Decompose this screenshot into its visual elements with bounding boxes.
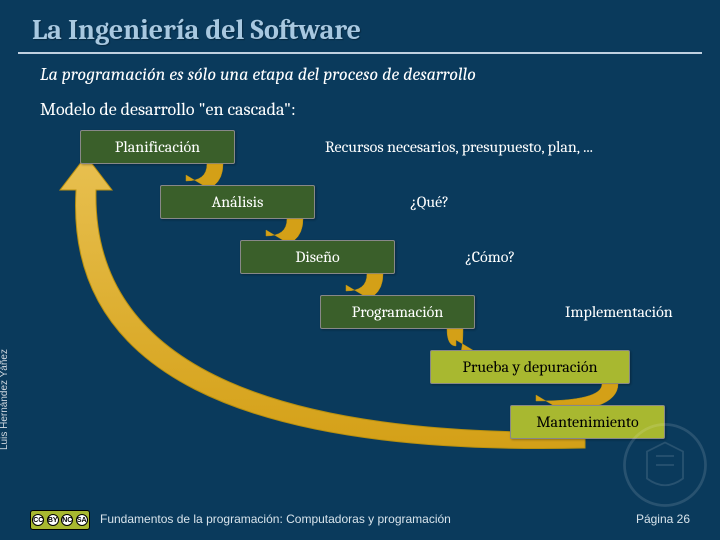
nc-icon: NC bbox=[61, 514, 73, 526]
footer-right: Página 26 bbox=[636, 512, 690, 526]
sa-icon: SA bbox=[76, 514, 88, 526]
footer: Fundamentos de la programación: Computad… bbox=[100, 512, 690, 526]
title-rule bbox=[18, 52, 702, 54]
footer-left: Fundamentos de la programación: Computad… bbox=[100, 512, 451, 526]
by-icon: BY bbox=[47, 514, 59, 526]
author-vertical: Luis Hernández Yáñez bbox=[0, 349, 10, 450]
page-title: La Ingeniería del Software bbox=[0, 0, 720, 52]
model-label: Modelo de desarrollo "en cascada": bbox=[0, 93, 720, 130]
cc-license-badge: CC BY NC SA bbox=[30, 510, 90, 530]
watermark-crest bbox=[620, 420, 710, 510]
cc-icon: CC bbox=[32, 514, 44, 526]
waterfall-diagram: PlanificaciónRecursos necesarios, presup… bbox=[30, 130, 710, 460]
subtitle: La programación es sólo una etapa del pr… bbox=[0, 64, 720, 93]
